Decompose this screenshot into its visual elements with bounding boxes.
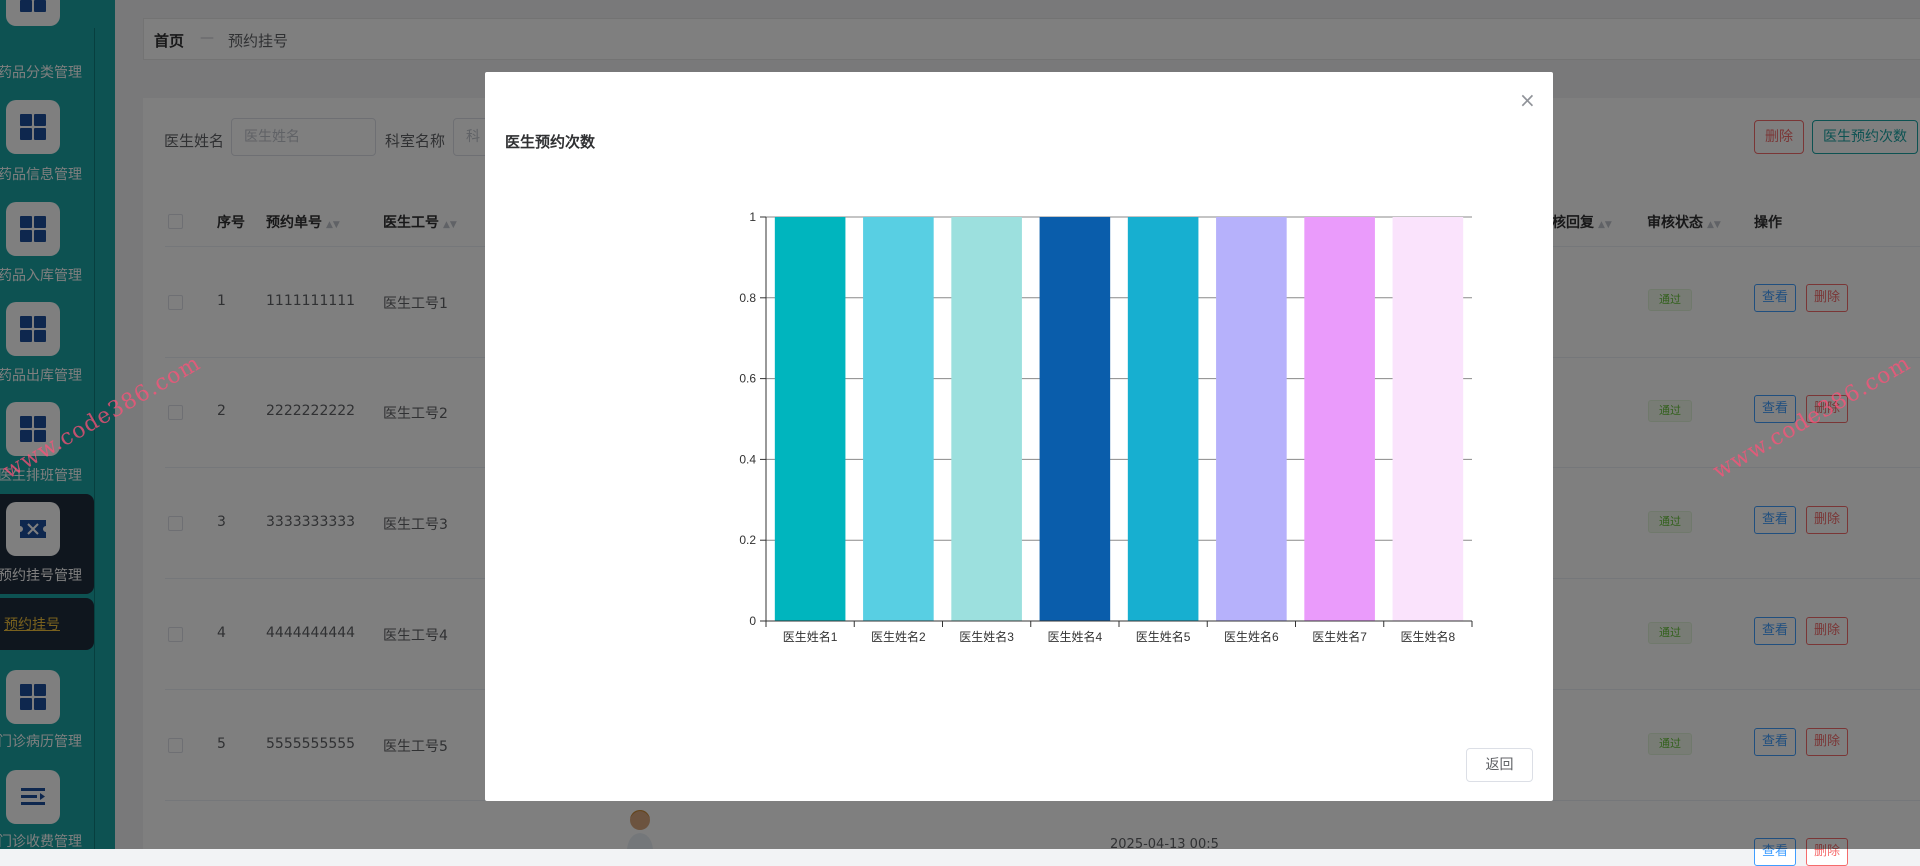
x-tick-label: 医生姓名5 (1136, 629, 1191, 644)
x-tick-label: 医生姓名6 (1224, 629, 1279, 644)
bar[interactable] (1392, 217, 1464, 621)
y-tick-label: 0.4 (739, 452, 756, 466)
dialog-title: 医生预约次数 (505, 133, 596, 151)
x-tick-label: 医生姓名7 (1312, 629, 1367, 644)
bar[interactable] (1304, 217, 1375, 621)
close-icon[interactable]: × (1519, 88, 1536, 112)
x-tick-label: 医生姓名2 (871, 629, 926, 644)
y-tick-label: 1 (749, 210, 756, 224)
y-tick-label: 0.8 (739, 291, 756, 305)
bar[interactable] (1127, 217, 1199, 621)
bar[interactable] (1039, 217, 1111, 621)
chart-axes: 0 0.2 0.4 0.6 0.8 1 医生姓名1 医生姓名2 医生姓名3 医生姓名4 医生姓名5 医… (739, 210, 1473, 644)
bar[interactable] (951, 217, 1022, 621)
y-tick-label: 0.6 (739, 372, 756, 386)
bar-chart: 0 0.2 0.4 0.6 0.8 1 医生姓名1 医生姓名2 医生姓名3 医生姓名4 医生姓名5 医… (739, 210, 1473, 644)
chart-bars (774, 217, 1464, 621)
x-tick-label: 医生姓名4 (1048, 629, 1103, 644)
y-tick-label: 0 (749, 614, 756, 628)
back-button[interactable]: 返回 (1466, 748, 1533, 782)
x-tick-label: 医生姓名8 (1401, 629, 1456, 644)
x-tick-label: 医生姓名3 (959, 629, 1014, 644)
bar[interactable] (863, 217, 934, 621)
bar[interactable] (774, 217, 846, 621)
y-tick-label: 0.2 (739, 533, 756, 547)
stats-dialog: × 医生预约次数 0 0.2 0.4 0.6 0.8 1 医生姓名1 医生姓名2 医生姓名3 医生… (485, 72, 1553, 801)
bar[interactable] (1216, 217, 1287, 621)
x-tick-label: 医生姓名1 (783, 629, 838, 644)
